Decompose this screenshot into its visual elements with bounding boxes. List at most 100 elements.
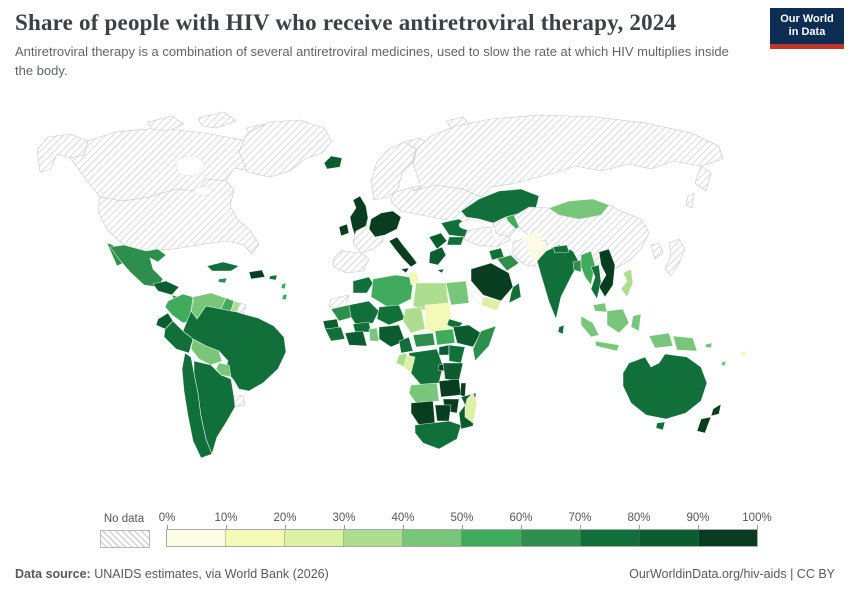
region-turkmenistan[interactable] xyxy=(492,218,517,238)
credit-link[interactable]: OurWorldinData.org/hiv-aids | CC BY xyxy=(629,567,835,581)
region-hispaniola[interactable] xyxy=(248,269,266,280)
legend-swatch-40-50[interactable] xyxy=(403,530,463,546)
region-cuba[interactable] xyxy=(206,261,240,272)
region-papua-new-guinea[interactable] xyxy=(672,335,698,352)
region-sri-lanka[interactable] xyxy=(557,324,565,335)
region-nigeria[interactable] xyxy=(378,324,406,348)
region-arctic-islands[interactable] xyxy=(147,115,185,132)
region-mexico[interactable] xyxy=(109,244,167,288)
region-nepal[interactable] xyxy=(552,244,570,254)
region-oman[interactable] xyxy=(508,282,522,304)
region-bulgaria[interactable] xyxy=(446,236,465,246)
region-saudi-arabia[interactable] xyxy=(470,262,514,302)
region-togo-benin[interactable] xyxy=(368,327,380,342)
region-south-africa[interactable] xyxy=(414,420,462,450)
region-congo[interactable] xyxy=(403,354,416,374)
region-botswana[interactable] xyxy=(434,404,452,422)
region-vietnam-laos-cambodia[interactable] xyxy=(598,248,616,298)
region-italy[interactable] xyxy=(388,236,418,268)
region-philippines[interactable] xyxy=(620,268,634,298)
region-java[interactable] xyxy=(594,340,620,352)
region-peru[interactable] xyxy=(163,320,194,354)
region-kamchatka[interactable] xyxy=(694,165,712,192)
region-balkans[interactable] xyxy=(428,232,448,250)
region-malaysia[interactable] xyxy=(592,302,608,313)
region-fiji[interactable] xyxy=(739,350,747,357)
region-niger[interactable] xyxy=(376,304,406,326)
region-canada[interactable] xyxy=(69,127,271,202)
legend-swatch-20-30[interactable] xyxy=(285,530,345,546)
region-tasmania[interactable] xyxy=(655,421,666,431)
region-south-sudan[interactable] xyxy=(434,328,456,346)
legend-swatch-30-40[interactable] xyxy=(344,530,404,546)
legend-tick-label: 100% xyxy=(742,512,772,524)
region-chad[interactable] xyxy=(402,306,426,334)
region-bangladesh[interactable] xyxy=(572,259,582,273)
legend-swatch-70-80[interactable] xyxy=(580,530,640,546)
region-tanzania[interactable] xyxy=(442,362,464,382)
region-japan[interactable] xyxy=(664,238,686,277)
region-angola[interactable] xyxy=(408,382,440,404)
region-western-sahara[interactable] xyxy=(328,294,350,308)
region-zambia[interactable] xyxy=(438,378,462,398)
legend-swatch-80-90[interactable] xyxy=(639,530,699,546)
region-iraq[interactable] xyxy=(496,254,520,272)
region-vanuatu[interactable] xyxy=(720,360,727,367)
region-sicily[interactable] xyxy=(400,267,410,274)
region-crete[interactable] xyxy=(436,268,445,274)
region-egypt[interactable] xyxy=(445,280,470,306)
region-russia[interactable] xyxy=(412,114,724,198)
region-guinea[interactable] xyxy=(324,326,346,342)
region-dr-congo[interactable] xyxy=(408,348,444,386)
legend-swatch-90-100[interactable] xyxy=(698,530,757,546)
region-lesser-antilles[interactable] xyxy=(280,282,287,290)
region-algeria[interactable] xyxy=(370,274,414,310)
region-bolivia[interactable] xyxy=(190,338,223,366)
region-sakhalin[interactable] xyxy=(685,192,695,209)
region-ireland[interactable] xyxy=(338,223,350,237)
region-myanmar[interactable] xyxy=(580,250,596,286)
legend-swatch-10-20[interactable] xyxy=(226,530,286,546)
region-madagascar[interactable] xyxy=(464,392,478,424)
region-guatemala-honduras[interactable] xyxy=(152,280,180,296)
region-greece[interactable] xyxy=(428,246,447,266)
region-thailand[interactable] xyxy=(590,264,602,300)
region-lesser-antilles[interactable] xyxy=(281,293,288,301)
region-arctic-islands[interactable] xyxy=(197,111,237,129)
legend-swatch-60-70[interactable] xyxy=(521,530,581,546)
region-somalia[interactable] xyxy=(472,325,497,362)
region-sumatra[interactable] xyxy=(580,315,600,338)
region-west-papua[interactable] xyxy=(648,332,674,349)
region-central-europe[interactable] xyxy=(368,210,402,238)
region-morocco[interactable] xyxy=(352,276,374,294)
region-argentina[interactable] xyxy=(193,360,236,455)
region-sulawesi[interactable] xyxy=(630,313,642,332)
region-burkina-faso[interactable] xyxy=(352,321,372,333)
region-namibia[interactable] xyxy=(410,400,436,426)
region-solomon-islands[interactable] xyxy=(704,342,713,349)
region-uruguay[interactable] xyxy=(233,394,246,408)
region-central-african-republic[interactable] xyxy=(412,332,436,348)
region-india[interactable] xyxy=(536,244,580,320)
region-cameroon[interactable] xyxy=(398,336,414,354)
region-ivory-coast-ghana[interactable] xyxy=(344,330,368,347)
region-new-zealand[interactable] xyxy=(696,416,712,434)
region-kenya[interactable] xyxy=(448,344,466,364)
legend-no-data-label: No data xyxy=(103,513,145,525)
legend-swatch-50-60[interactable] xyxy=(462,530,522,546)
legend-no-data-swatch[interactable] xyxy=(100,530,150,548)
legend-tick-mark xyxy=(285,525,286,530)
region-korea[interactable] xyxy=(650,242,664,260)
region-iceland[interactable] xyxy=(323,155,343,170)
region-uganda[interactable] xyxy=(438,344,450,356)
region-jamaica[interactable] xyxy=(217,277,228,284)
region-australia[interactable] xyxy=(622,353,708,420)
region-malawi[interactable] xyxy=(459,382,467,398)
region-puerto-rico[interactable] xyxy=(268,274,278,281)
region-mali[interactable] xyxy=(348,300,380,326)
region-iberia[interactable] xyxy=(332,250,370,274)
region-greenland[interactable] xyxy=(238,119,333,178)
region-new-zealand[interactable] xyxy=(710,403,722,417)
legend-swatch-0-10[interactable] xyxy=(167,530,227,546)
region-borneo[interactable] xyxy=(606,308,630,334)
